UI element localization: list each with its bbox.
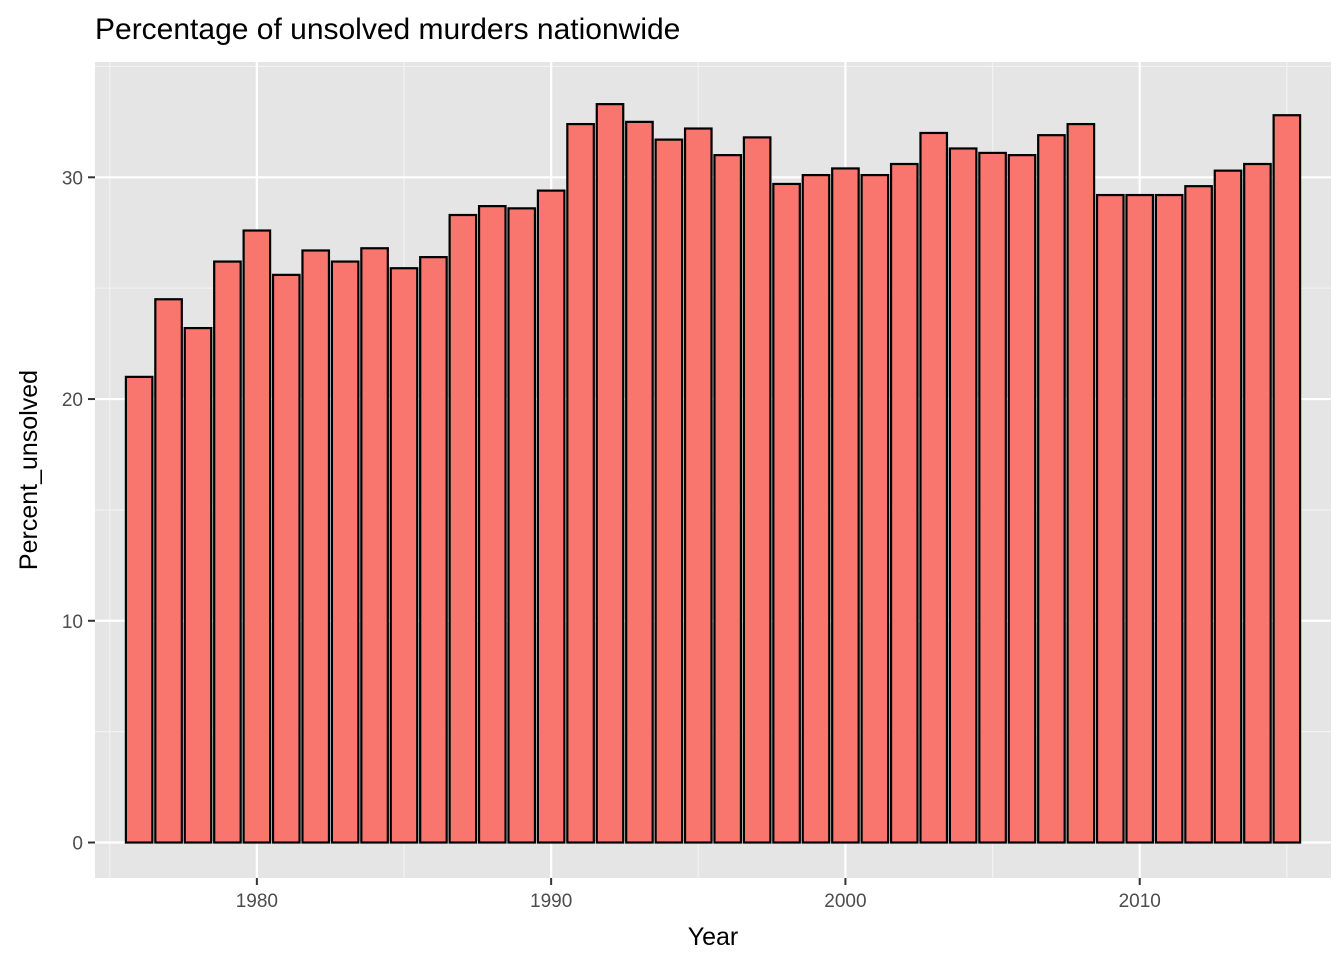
x-tick-label: 1990 [530,891,572,912]
plot-panel [95,62,1331,878]
bar-2015 [1272,114,1302,844]
bar-1993 [625,120,654,844]
bar-1986 [419,256,448,844]
bar-2007 [1037,134,1066,844]
bar-1983 [330,260,360,844]
bar-2004 [948,147,978,844]
bar-1977 [154,298,183,844]
bar-1994 [654,138,684,844]
bar-1984 [360,247,389,844]
bar-2002 [889,162,919,844]
y-tick-label: 30 [62,168,83,189]
y-axis: 0 10 20 30 [62,168,95,855]
chart-title: Percentage of unsolved murders nationwid… [95,13,680,46]
bar-1980 [242,229,272,844]
x-axis: 1980 1990 2000 2010 [236,878,1161,912]
bar-1978 [183,326,213,844]
bar-2010 [1125,193,1155,844]
x-tick-label: 2000 [824,891,866,912]
x-tick-label: 2010 [1119,891,1161,912]
bar-2011 [1154,193,1184,844]
bars [124,103,1302,844]
bar-1995 [683,127,713,844]
bar-1988 [477,205,507,844]
bar-1990 [536,189,566,844]
bar-1992 [595,103,625,844]
bar-1981 [271,273,301,844]
bar-2008 [1066,122,1096,844]
x-axis-title: Year [688,923,739,951]
bar-2013 [1213,169,1243,844]
bar-1998 [772,182,801,844]
bar-2012 [1184,185,1213,844]
bar-2005 [978,151,1007,844]
bar-2001 [860,173,890,844]
bar-2014 [1243,162,1272,844]
bar-2003 [919,131,949,844]
bar-1976 [124,375,154,844]
bar-1989 [507,207,537,844]
bar-2006 [1007,154,1037,844]
bar-1999 [801,173,831,844]
bar-1982 [301,249,331,844]
x-tick-label: 1980 [236,891,278,912]
y-axis-title: Percent_unsolved [15,370,43,570]
bar-1987 [448,213,478,844]
y-tick-label: 20 [62,390,83,411]
y-tick-label: 0 [72,834,83,855]
bar-1991 [566,122,595,844]
bar-2000 [831,167,860,844]
y-tick-label: 10 [62,612,83,633]
bar-1985 [389,267,419,844]
bar-1997 [742,136,772,844]
bar-1996 [713,154,743,844]
bar-2009 [1095,193,1125,844]
bar-1979 [213,260,242,844]
